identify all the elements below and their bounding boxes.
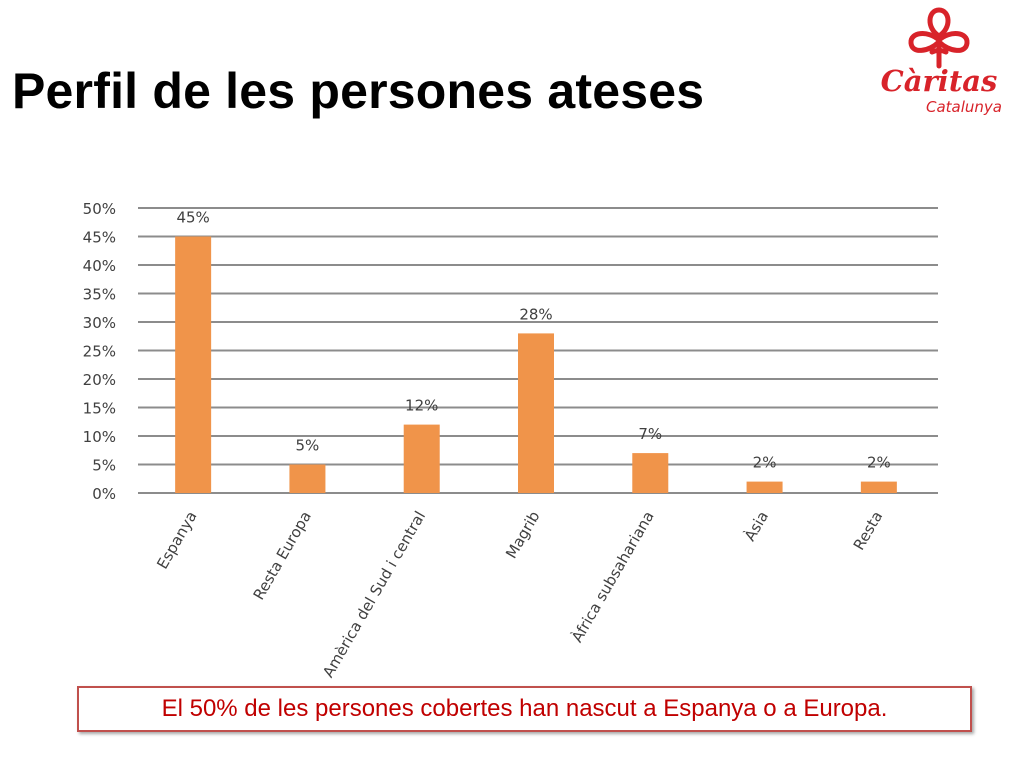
bar-chart: 0% 5% 10% 15% 20% 25% 30% 35% 40% 45% 50% 45% Espany… (83, 200, 938, 681)
x-tick-label: Resta Europa (250, 508, 315, 603)
x-tick-label: Amèrica del Sud i central (319, 508, 429, 681)
x-tick-label: Espanya (153, 508, 200, 572)
bar (632, 453, 669, 493)
y-tick-label: 25% (83, 343, 116, 361)
y-tick-label: 10% (83, 428, 116, 446)
note-text: El 50% de les persones cobertes han nasc… (161, 695, 888, 722)
x-tick-label: Àsia (740, 508, 772, 545)
y-tick-label: 45% (83, 229, 116, 247)
bar (860, 481, 897, 493)
y-tick-label: 20% (83, 371, 116, 389)
bar (175, 236, 212, 493)
data-label: 28% (519, 305, 552, 323)
bar (518, 333, 554, 493)
y-tick-label: 50% (83, 200, 116, 218)
bar (746, 481, 783, 493)
data-label: 7% (638, 425, 662, 443)
y-tick-label: 5% (92, 457, 116, 475)
y-tick-label: 40% (83, 257, 116, 275)
x-tick-label: Magrib (502, 508, 543, 562)
logo-name: Càritas (880, 64, 998, 98)
logo-region: Catalunya (926, 98, 1002, 116)
y-tick-label: 0% (92, 485, 116, 503)
y-tick-label: 15% (83, 400, 116, 418)
data-label: 45% (176, 209, 209, 227)
data-label: 2% (753, 454, 777, 472)
data-label: 2% (867, 454, 891, 472)
x-tick-label: Resta (850, 508, 887, 553)
data-label: 5% (296, 437, 320, 455)
data-label: 12% (405, 397, 438, 415)
note-box: El 50% de les persones cobertes han nasc… (77, 686, 972, 732)
caritas-cross-icon (908, 7, 970, 69)
bar (289, 464, 326, 493)
x-tick-label: Àfrica subsahariana (567, 508, 658, 646)
bar (403, 424, 440, 493)
y-tick-label: 35% (83, 286, 116, 304)
caritas-logo: Càritas Catalunya (866, 6, 1012, 122)
y-tick-label: 30% (83, 314, 116, 332)
slide-title: Perfil de les persones ateses (12, 63, 705, 119)
